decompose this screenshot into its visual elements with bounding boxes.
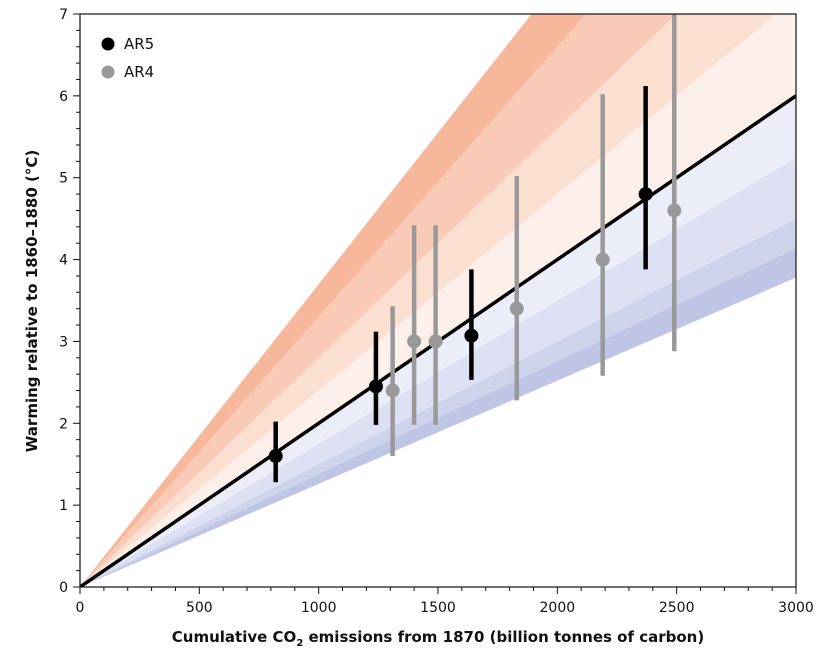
x-axis-title-part1: Cumulative CO <box>172 628 297 646</box>
warm-band-3 <box>80 14 796 587</box>
ar4-point-5 <box>667 203 682 218</box>
ar4-point-2 <box>428 334 443 349</box>
cool-band-2 <box>80 218 796 587</box>
x-tick-label: 1000 <box>301 600 337 616</box>
legend-marker-ar4 <box>101 65 115 79</box>
x-tick-label: 500 <box>186 600 213 616</box>
ar4-point-3 <box>509 301 524 316</box>
y-tick-label: 6 <box>59 89 68 105</box>
x-tick-label: 0 <box>76 600 85 616</box>
data-points <box>268 187 682 464</box>
y-tick-label: 2 <box>59 416 68 432</box>
y-tick-label: 5 <box>59 171 68 187</box>
ar5-point-0 <box>268 449 283 464</box>
cool-band-3 <box>80 248 796 587</box>
x-tick-label: 1500 <box>420 600 456 616</box>
shaded-bands <box>80 14 796 587</box>
cool-band-1 <box>80 157 796 587</box>
ar4-point-0 <box>385 383 400 398</box>
legend: AR5 AR4 <box>101 35 154 81</box>
x-tick-label: 3000 <box>778 600 814 616</box>
ar5-point-1 <box>368 379 383 394</box>
x-axis-title: Cumulative CO2 emissions from 1870 (bill… <box>172 628 704 649</box>
ar4-point-4 <box>595 252 610 267</box>
ar5-point-3 <box>638 187 653 202</box>
error-bars <box>273 14 677 483</box>
x-tick-label: 2000 <box>540 600 576 616</box>
ar5-point-2 <box>464 328 479 343</box>
y-axis-ticks: 0 1 2 3 4 5 6 7 <box>59 7 80 596</box>
x-axis-title-part3: emissions from 1870 (billion tonnes of c… <box>303 628 704 646</box>
legend-label-ar5: AR5 <box>124 35 154 53</box>
y-tick-label: 7 <box>59 7 68 23</box>
x-tick-label: 2500 <box>659 600 695 616</box>
ar4-point-1 <box>407 334 422 349</box>
y-tick-label: 4 <box>59 253 68 269</box>
legend-marker-ar5 <box>101 37 115 51</box>
legend-label-ar4: AR4 <box>124 63 154 81</box>
x-axis-title-subscript: 2 <box>296 638 303 649</box>
x-axis-ticks: 0 500 1000 1500 2000 2500 3000 <box>76 587 814 616</box>
y-tick-label: 0 <box>59 580 68 596</box>
y-tick-label: 3 <box>59 334 68 350</box>
y-axis-title: Warming relative to 1860–1880 (°C) <box>23 150 41 452</box>
y-tick-label: 1 <box>59 498 68 514</box>
